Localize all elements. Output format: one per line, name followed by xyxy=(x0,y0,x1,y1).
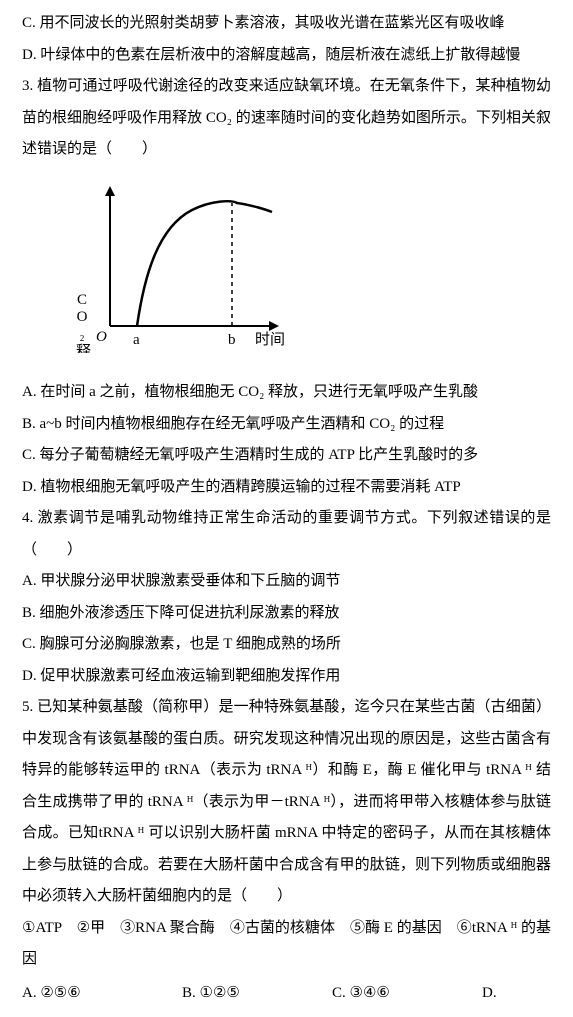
svg-text:b: b xyxy=(228,332,236,348)
question-4: 4. 激素调节是哺乳动物维持正常生命活动的重要调节方式。下列叙述错误的是（ ） xyxy=(22,503,551,566)
q3-option-c: C. 每分子葡萄糖经无氧呼吸产生酒精时生成的 ATP 比产生乳酸时的多 xyxy=(22,440,551,472)
option-d: D. 叶绿体中的色素在层析液中的溶解度越高，随层析液在滤纸上扩散得越慢 xyxy=(22,40,551,72)
question-5: 5. 已知某种氨基酸（简称甲）是一种特殊氨基酸，迄今只在某些古菌（古细菌）中发现… xyxy=(22,692,551,913)
q4-option-b: B. 细胞外液渗透压下降可促进抗利尿激素的释放 xyxy=(22,598,551,630)
q5-answer-options: A. ②⑤⑥ B. ①②⑤ C. ③④⑥ D. xyxy=(22,978,551,1010)
question-3: 3. 植物可通过呼吸代谢途径的改变来适应缺氧环境。在无氧条件下，某种植物幼苗的根… xyxy=(22,71,551,166)
q4-option-a: A. 甲状腺分泌甲状腺激素受垂体和下丘脑的调节 xyxy=(22,566,551,598)
q3-option-a: A. 在时间 a 之前，植物根细胞无 CO₂ 释放，只进行无氧呼吸产生乳酸 xyxy=(22,377,551,409)
svg-text:a: a xyxy=(133,332,140,348)
q4-option-d: D. 促甲状腺激素可经血液运输到靶细胞发挥作用 xyxy=(22,661,551,693)
q5-item-list: ①ATP ②甲 ③RNA 聚合酶 ④古菌的核糖体 ⑤酶 E 的基因 ⑥tRNA … xyxy=(22,913,551,976)
svg-text:时间: 时间 xyxy=(255,331,285,348)
svg-text:CO₂释放速率: CO₂释放速率 xyxy=(74,292,91,353)
q3-option-b: B. a~b 时间内植物根细胞存在经无氧呼吸产生酒精和 CO₂ 的过程 xyxy=(22,409,551,441)
svg-text:O: O xyxy=(96,329,107,345)
q5-option-c: C. ③④⑥ xyxy=(332,978,482,1010)
option-c: C. 用不同波长的光照射类胡萝卜素溶液，其吸收光谱在蓝紫光区有吸收峰 xyxy=(22,8,551,40)
q5-option-d: D. xyxy=(482,978,497,1010)
q5-option-a: A. ②⑤⑥ xyxy=(22,978,182,1010)
co2-rate-chart: Oa b 时间 CO₂释放速率 xyxy=(62,178,551,366)
q5-option-b: B. ①②⑤ xyxy=(182,978,332,1010)
q3-option-d: D. 植物根细胞无氧呼吸产生的酒精跨膜运输的过程不需要消耗 ATP xyxy=(22,472,551,504)
q4-option-c: C. 胸腺可分泌胸腺激素，也是 T 细胞成熟的场所 xyxy=(22,629,551,661)
